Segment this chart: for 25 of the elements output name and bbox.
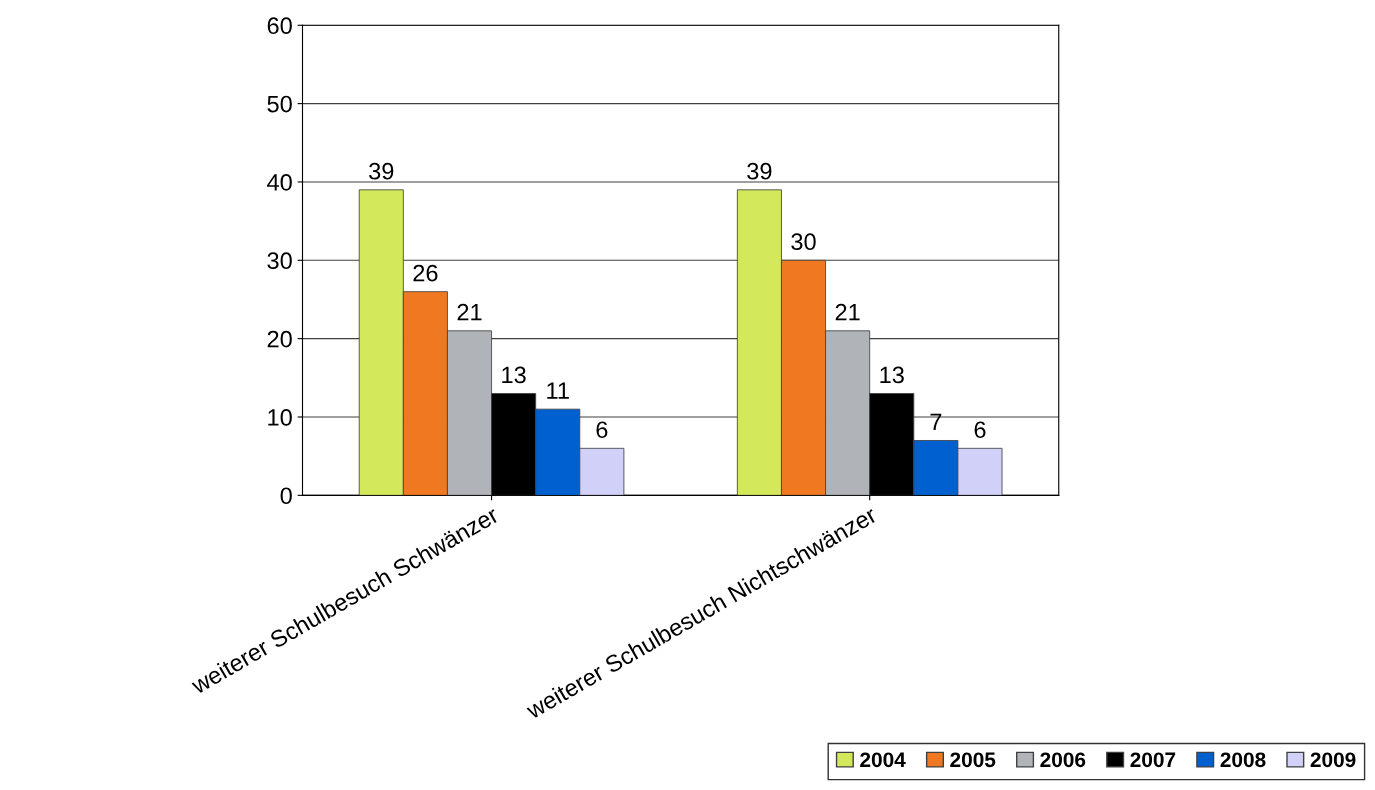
data-label: 6 xyxy=(596,421,608,439)
legend-label: 2005 xyxy=(950,752,996,768)
y-tick-label: 30 xyxy=(267,252,292,270)
data-label: 6 xyxy=(974,421,986,439)
legend-label: 2004 xyxy=(860,752,906,768)
data-label: 30 xyxy=(791,233,816,251)
legend-label: 2007 xyxy=(1130,752,1176,768)
data-label: 11 xyxy=(547,382,569,399)
data-label: 21 xyxy=(457,303,482,321)
data-label: 13 xyxy=(502,366,526,384)
data-label: 26 xyxy=(413,264,438,282)
y-tick-label: 60 xyxy=(267,17,292,35)
legend-label: 2009 xyxy=(1310,752,1356,768)
y-tick-label: 50 xyxy=(267,95,292,113)
y-tick-label: 40 xyxy=(267,174,292,191)
data-label: 13 xyxy=(880,366,904,384)
data-label: 39 xyxy=(369,162,394,180)
data-label: 21 xyxy=(835,303,860,321)
data-label: 39 xyxy=(747,162,772,180)
y-tick-label: 10 xyxy=(268,409,292,426)
legend-label: 2008 xyxy=(1220,752,1266,768)
legend-label: 2006 xyxy=(1040,752,1086,768)
y-tick-label: 0 xyxy=(280,487,292,505)
data-label: 7 xyxy=(930,413,942,431)
y-tick-label: 20 xyxy=(267,330,292,348)
